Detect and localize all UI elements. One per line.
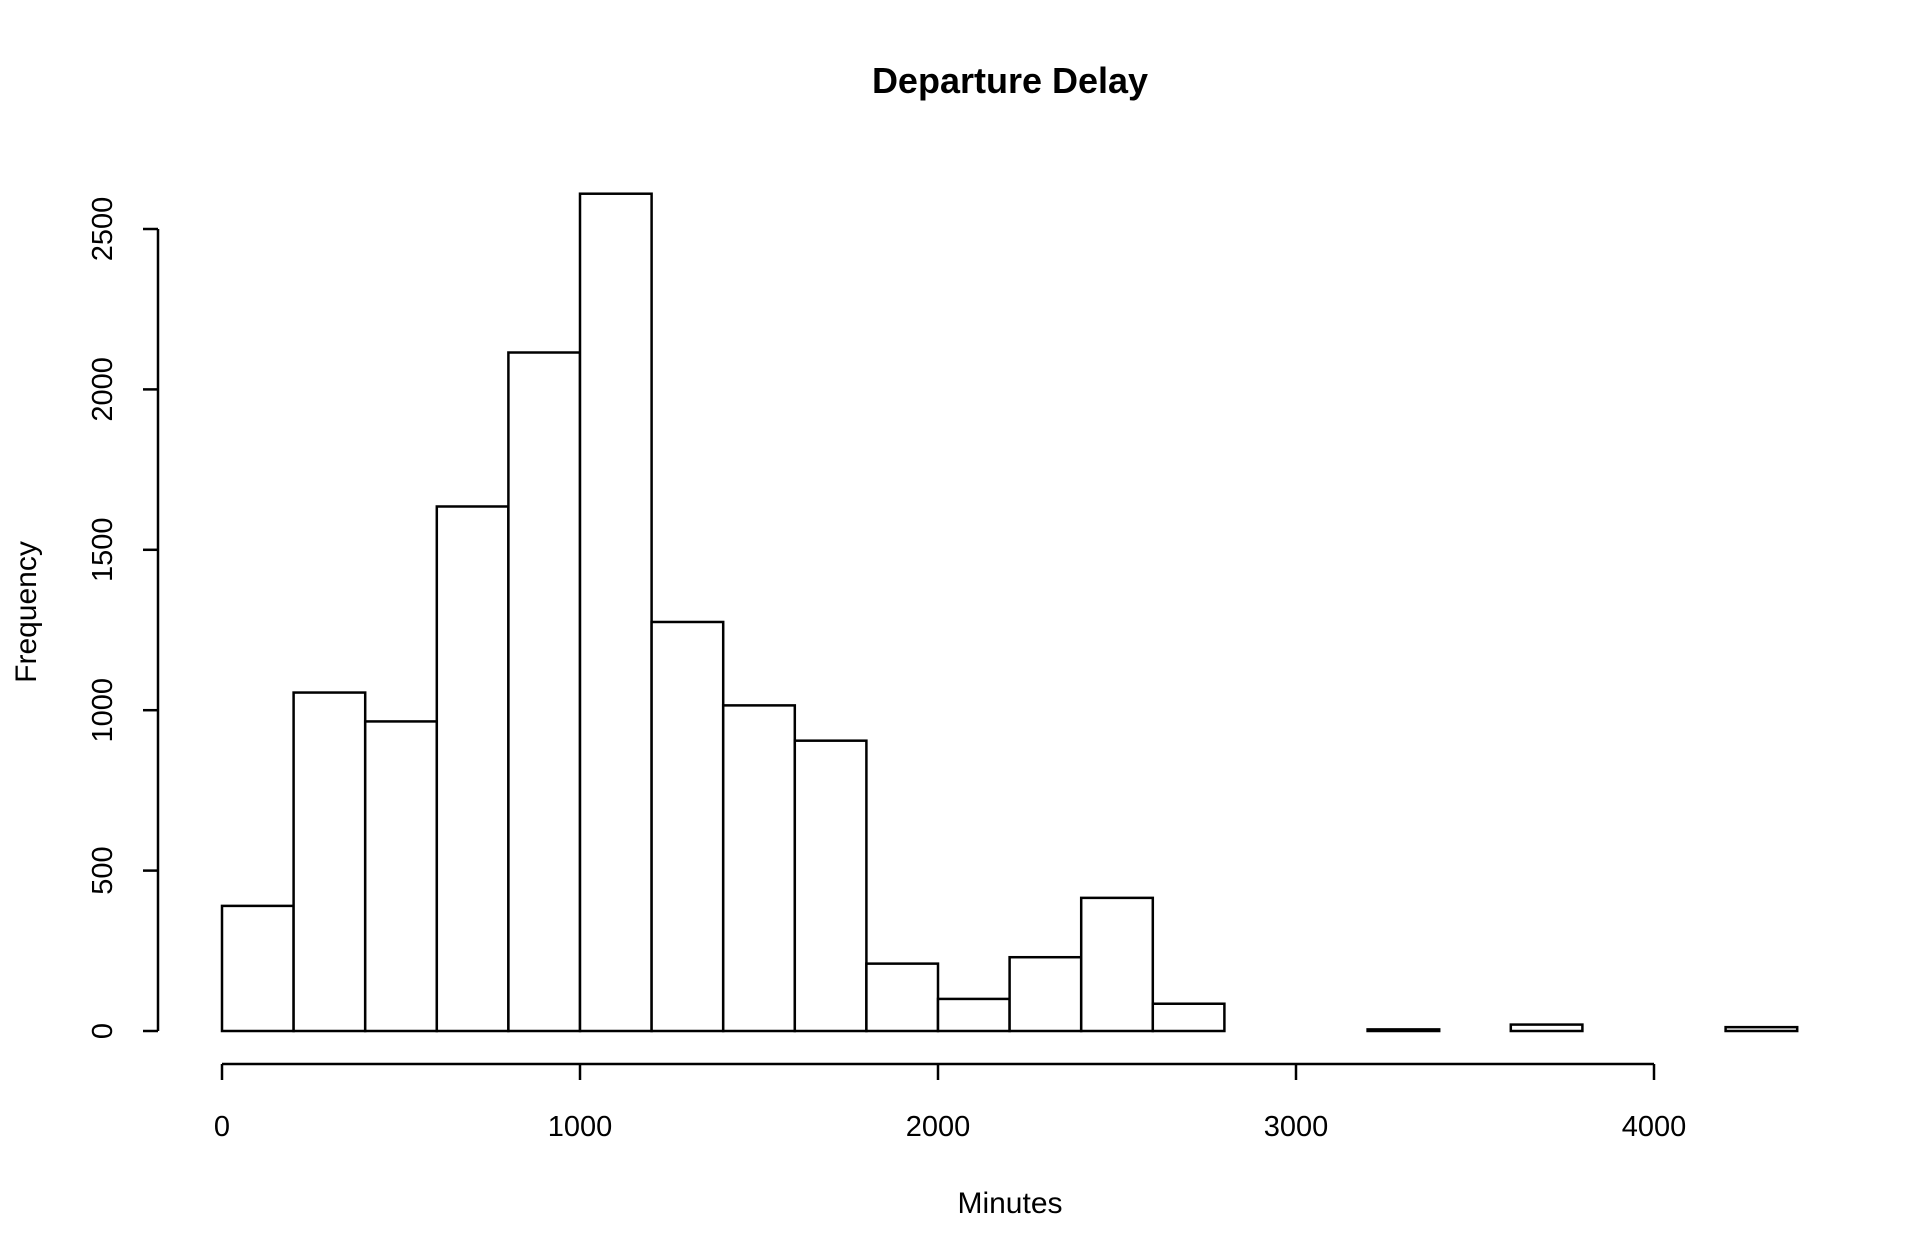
histogram-bars [220,192,1799,1033]
histogram-bar [1509,1023,1584,1033]
x-tick-label: 0 [214,1111,230,1143]
y-tick-label: 1500 [87,518,119,583]
histogram-bar [1008,955,1083,1033]
y-tick-label: 2000 [87,357,119,422]
histogram-bar [936,997,1011,1033]
x-tick-label: 3000 [1264,1111,1329,1143]
histogram-bar [1366,1028,1441,1033]
y-axis: 0 500 1000 1500 2000 2500 [87,197,160,1039]
histogram-bar [1079,896,1155,1033]
x-tick-label: 1000 [548,1111,613,1143]
histogram-bar [865,962,940,1033]
histogram-bar [650,620,725,1033]
histogram-bar [578,192,653,1033]
histogram-bar [507,351,582,1033]
histogram-bar [721,704,797,1033]
histogram-bar [363,720,439,1033]
histogram-bar [292,691,367,1033]
histogram-bar [220,904,295,1033]
x-axis: 0 1000 2000 3000 4000 [214,1062,1687,1143]
y-tick-label: 500 [87,846,119,894]
x-tick-label: 4000 [1622,1111,1687,1143]
x-tick-label: 2000 [906,1111,971,1143]
histogram-bar [1724,1025,1799,1033]
x-axis-label: Minutes [957,1187,1062,1220]
histogram-bar [435,505,510,1033]
chart-title: Departure Delay [872,60,1148,101]
histogram-bar [1151,1002,1226,1033]
y-axis-label: Frequency [10,541,43,683]
histogram-bar [793,739,868,1033]
y-tick-label: 0 [87,1023,119,1039]
y-tick-label: 1000 [87,678,119,743]
y-tick-label: 2500 [87,197,119,262]
